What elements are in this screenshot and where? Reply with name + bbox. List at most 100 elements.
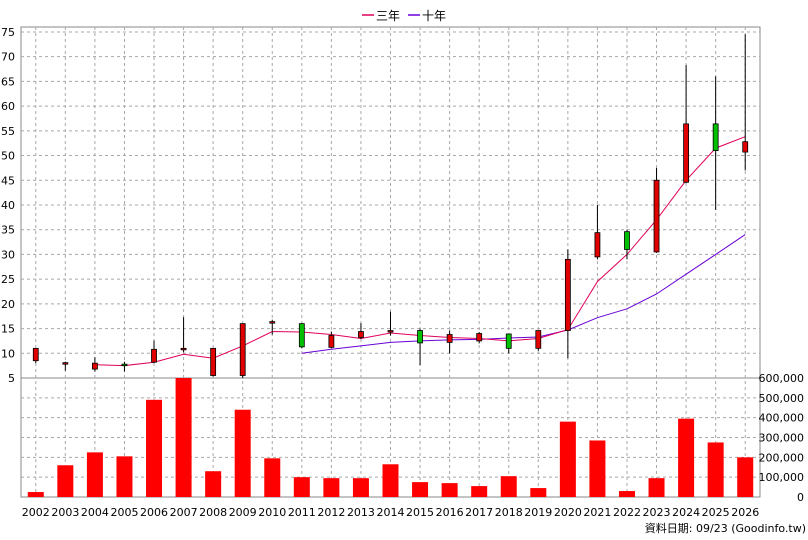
price-tick-label: 60 [1,100,15,113]
candle-body-down [387,330,394,333]
year-tick-label: 2016 [436,506,464,519]
volume-bar [500,476,517,497]
candle-body-up [712,123,719,151]
volume-bar [234,409,251,497]
legend-label-ma10: 十年 [422,9,446,23]
candle-body-up [121,363,128,367]
year-tick-label: 2021 [583,506,611,519]
candle-body-down [683,123,689,183]
candle-body-down [535,330,542,349]
year-tick-label: 2014 [377,506,405,519]
volume-tick-label: 100,000 [759,471,805,484]
candle-body-down [594,232,601,258]
year-tick-label: 2002 [22,506,50,519]
price-tick-label: 45 [1,174,15,187]
volume-bar [116,456,133,497]
candle-body-down [269,321,276,324]
price-tick-label: 30 [1,248,15,261]
candle-body-down [210,347,217,376]
year-tick-label: 2019 [524,506,552,519]
volume-bars [27,378,754,497]
year-tick-label: 2004 [81,506,109,519]
year-tick-label: 2017 [465,506,493,519]
candle-body-down [92,362,98,370]
year-tick-label: 2007 [170,506,198,519]
volume-bar [352,478,369,497]
year-tick-label: 2013 [347,506,375,519]
year-tick-label: 2006 [140,506,168,519]
price-tick-label: 55 [1,125,15,138]
volume-bar [27,492,44,497]
price-tick-label: 10 [1,347,15,360]
volume-tick-label: 400,000 [759,412,805,425]
candle-body-up [298,323,305,348]
candle-body-down [328,335,335,348]
year-tick-label: 2005 [110,506,138,519]
candle-body-down [446,334,453,343]
year-tick-label: 2026 [731,506,759,519]
volume-bar [146,399,163,497]
volume-tick-label: 0 [797,491,804,504]
price-tick-label: 5 [8,372,15,385]
year-tick-label: 2025 [702,506,730,519]
year-tick-label: 2003 [51,506,79,519]
candle-body-up [505,333,512,349]
volume-bar [57,465,74,497]
year-tick-label: 2011 [288,506,316,519]
volume-bar [323,478,340,497]
year-tick-label: 2020 [554,506,582,519]
price-tick-label: 15 [1,323,15,336]
price-tick-label: 65 [1,75,15,88]
volume-bar [293,477,310,497]
grid-lines [21,27,760,497]
price-tick-label: 25 [1,273,15,286]
year-tick-label: 2015 [406,506,434,519]
volume-bar [412,482,429,497]
volume-tick-label: 200,000 [759,451,805,464]
legend: 三年 十年 [362,9,446,23]
year-tick-label: 2022 [613,506,641,519]
candle-body-down [358,331,364,338]
price-tick-label: 50 [1,150,15,163]
x-axis: 2002 2003 2004 2005 2006 2007 2008 2009 2010 2011… [22,506,759,519]
candle-body-up [417,330,423,344]
volume-bar [175,378,192,497]
year-tick-label: 2009 [229,506,257,519]
candle-body-down [742,141,749,153]
year-tick-label: 2012 [317,506,345,519]
candle-body-down [564,258,571,331]
year-tick-label: 2024 [672,506,700,519]
volume-bar [530,488,547,497]
candle-body-down [180,347,187,351]
volume-bar [678,418,695,497]
volume-bar [589,440,606,497]
year-tick-label: 2023 [643,506,671,519]
candlesticks [32,34,749,378]
candle-body-down [653,179,660,253]
candle-body-down [32,347,39,362]
volume-axis: 0 100,000 200,000 300,000 400,000 500,000 600,… [759,372,805,504]
year-tick-label: 2010 [258,506,286,519]
volume-bar [471,486,488,497]
candle-body-up [624,231,630,250]
year-tick-label: 2018 [495,506,523,519]
volume-bar [707,442,724,497]
volume-bar [737,457,754,497]
volume-bar [648,478,665,497]
volume-bar [205,471,222,497]
price-tick-label: 20 [1,298,15,311]
volume-tick-label: 600,000 [759,372,805,385]
candle-body-down [151,348,157,363]
source-note: 資料日期: 09/23 (Goodinfo.tw) [645,521,806,535]
price-tick-label: 35 [1,224,15,237]
price-axis: 5 10 15 20 25 30 35 40 45 50 55 60 65 70 75 [1,26,15,385]
price-tick-label: 40 [1,199,15,212]
volume-bar [618,491,635,497]
volume-bar [264,458,281,497]
candle-body-down [239,323,246,376]
candle-body-down [476,333,483,342]
volume-tick-label: 500,000 [759,392,805,405]
year-tick-label: 2008 [199,506,227,519]
volume-tick-label: 300,000 [759,432,805,445]
